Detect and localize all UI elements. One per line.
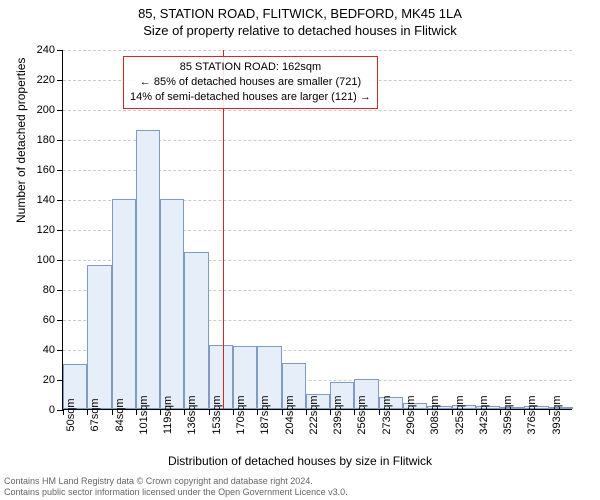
- y-tick: [57, 140, 63, 141]
- x-tick-label: 290sqm: [403, 395, 417, 434]
- histogram-bar: [136, 130, 160, 409]
- y-axis-title: Number of detached properties: [14, 58, 28, 223]
- y-tick: [57, 350, 63, 351]
- x-tick-label: 256sqm: [354, 395, 368, 434]
- y-tick-label: 140: [37, 194, 55, 206]
- callout-box: 85 STATION ROAD: 162sqm← 85% of detached…: [123, 56, 378, 109]
- y-tick-label: 160: [37, 164, 55, 176]
- x-tick-label: 136sqm: [184, 395, 198, 434]
- chart-area: 02040608010012014016018020022024050sqm67…: [62, 50, 572, 410]
- histogram-bar: [160, 199, 184, 409]
- histogram-bar: [184, 252, 208, 410]
- y-tick: [57, 170, 63, 171]
- title-main: 85, STATION ROAD, FLITWICK, BEDFORD, MK4…: [0, 6, 600, 21]
- callout-line-1: 85 STATION ROAD: 162sqm: [130, 60, 371, 75]
- x-tick-label: 342sqm: [476, 395, 490, 434]
- plot-area: 02040608010012014016018020022024050sqm67…: [62, 50, 572, 410]
- y-tick: [57, 320, 63, 321]
- y-tick: [57, 290, 63, 291]
- x-tick-label: 325sqm: [452, 395, 466, 434]
- x-tick-label: 170sqm: [233, 395, 247, 434]
- y-tick-label: 120: [37, 224, 55, 236]
- y-tick-label: 20: [43, 374, 55, 386]
- y-tick-label: 200: [37, 104, 55, 116]
- x-tick-label: 153sqm: [209, 395, 223, 434]
- x-axis-title: Distribution of detached houses by size …: [0, 454, 600, 468]
- callout-line-2: ← 85% of detached houses are smaller (72…: [130, 75, 371, 90]
- histogram-bar: [112, 199, 136, 409]
- y-tick-label: 220: [37, 74, 55, 86]
- x-tick-label: 187sqm: [257, 395, 271, 434]
- x-tick-label: 67sqm: [87, 398, 101, 431]
- x-tick-label: 119sqm: [160, 396, 174, 434]
- y-tick-label: 0: [49, 404, 55, 416]
- x-tick-label: 376sqm: [524, 395, 538, 434]
- footer-line-2: Contains public sector information licen…: [4, 487, 348, 498]
- y-tick: [57, 80, 63, 81]
- footer-line-1: Contains HM Land Registry data © Crown c…: [4, 476, 348, 487]
- footer-attribution: Contains HM Land Registry data © Crown c…: [4, 476, 348, 499]
- y-tick-label: 80: [43, 284, 55, 296]
- title-sub: Size of property relative to detached ho…: [0, 23, 600, 38]
- x-tick-label: 239sqm: [330, 395, 344, 434]
- x-tick-label: 308sqm: [427, 395, 441, 434]
- gridline: [63, 50, 572, 51]
- x-tick-label: 359sqm: [500, 395, 514, 434]
- y-tick: [57, 110, 63, 111]
- y-tick-label: 240: [37, 44, 55, 56]
- x-tick-label: 101sqm: [136, 395, 150, 434]
- y-tick-label: 180: [37, 134, 55, 146]
- y-tick: [57, 260, 63, 261]
- y-tick-label: 100: [37, 254, 55, 266]
- chart-titles: 85, STATION ROAD, FLITWICK, BEDFORD, MK4…: [0, 0, 600, 38]
- y-tick-label: 60: [43, 314, 55, 326]
- gridline: [63, 110, 572, 111]
- y-tick: [57, 230, 63, 231]
- y-tick: [57, 50, 63, 51]
- x-tick-label: 393sqm: [549, 395, 563, 434]
- x-tick-label: 273sqm: [379, 395, 393, 434]
- y-tick-label: 40: [43, 344, 55, 356]
- x-tick-label: 84sqm: [112, 398, 126, 431]
- x-tick-label: 50sqm: [63, 398, 77, 431]
- x-tick-label: 222sqm: [306, 395, 320, 434]
- callout-line-3: 14% of semi-detached houses are larger (…: [130, 90, 371, 105]
- histogram-bar: [87, 265, 111, 409]
- x-tick-label: 204sqm: [282, 395, 296, 434]
- y-tick: [57, 200, 63, 201]
